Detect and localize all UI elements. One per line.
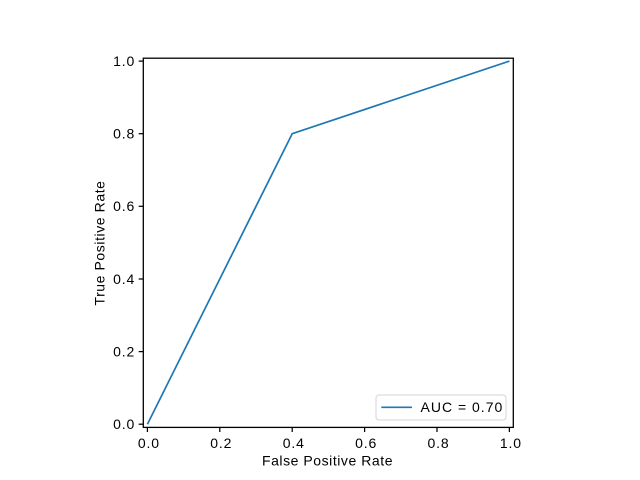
svg-text:0.8: 0.8: [113, 126, 135, 142]
svg-text:1.0: 1.0: [500, 435, 522, 451]
svg-text:0.6: 0.6: [355, 435, 377, 451]
svg-text:0.4: 0.4: [113, 271, 135, 287]
svg-text:AUC = 0.70: AUC = 0.70: [421, 399, 504, 415]
svg-text:0.8: 0.8: [427, 435, 449, 451]
svg-text:0.2: 0.2: [113, 343, 135, 359]
svg-text:0.0: 0.0: [138, 435, 160, 451]
svg-text:True Positive Rate: True Positive Rate: [92, 180, 108, 305]
svg-text:False Positive Rate: False Positive Rate: [262, 453, 393, 469]
svg-text:1.0: 1.0: [113, 53, 135, 69]
svg-text:0.0: 0.0: [113, 416, 135, 432]
svg-text:0.2: 0.2: [210, 435, 232, 451]
svg-text:0.4: 0.4: [283, 435, 305, 451]
svg-text:0.6: 0.6: [113, 198, 135, 214]
